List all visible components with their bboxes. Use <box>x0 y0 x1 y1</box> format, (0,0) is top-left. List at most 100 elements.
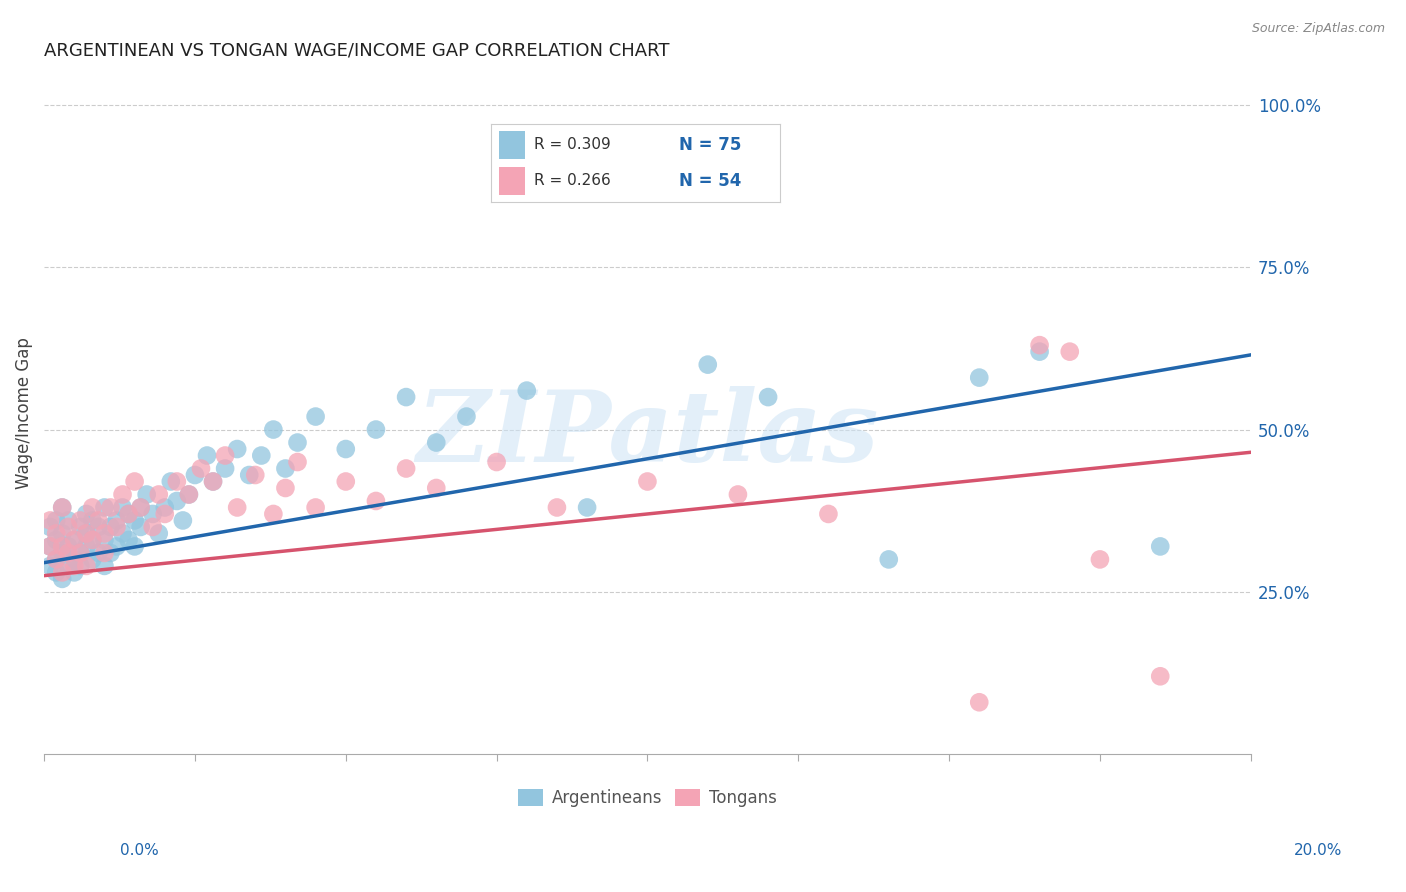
Argentineans <box>117 533 139 547</box>
Text: Source: ZipAtlas.com: Source: ZipAtlas.com <box>1251 22 1385 36</box>
Tongans <box>111 487 134 501</box>
Argentineans <box>129 520 152 534</box>
Tongans <box>395 461 418 475</box>
Argentineans <box>45 513 67 527</box>
Argentineans <box>117 507 139 521</box>
Argentineans <box>135 487 157 501</box>
Tongans <box>262 507 284 521</box>
Tongans <box>177 487 200 501</box>
Tongans <box>636 475 658 489</box>
Tongans <box>817 507 839 521</box>
Argentineans <box>69 546 91 560</box>
Argentineans <box>184 468 207 483</box>
Tongans <box>51 540 73 554</box>
Argentineans <box>93 533 115 547</box>
Argentineans <box>111 500 134 515</box>
Tongans <box>93 526 115 541</box>
Argentineans <box>75 526 97 541</box>
Argentineans <box>63 533 86 547</box>
Tongans <box>202 475 225 489</box>
Argentineans <box>214 461 236 475</box>
Argentineans <box>364 423 387 437</box>
Argentineans <box>82 533 104 547</box>
Argentineans <box>58 558 80 573</box>
Tongans <box>967 695 990 709</box>
Argentineans <box>63 566 86 580</box>
Argentineans <box>177 487 200 501</box>
Argentineans <box>39 558 62 573</box>
Tongans <box>166 475 188 489</box>
Tongans <box>63 558 86 573</box>
Argentineans <box>58 513 80 527</box>
Argentineans <box>75 540 97 554</box>
Tongans <box>105 520 128 534</box>
Tongans <box>1028 338 1050 352</box>
Argentineans <box>195 449 218 463</box>
Argentineans <box>111 526 134 541</box>
Argentineans <box>105 540 128 554</box>
Argentineans <box>756 390 779 404</box>
Tongans <box>51 500 73 515</box>
Argentineans <box>456 409 478 424</box>
Tongans <box>58 546 80 560</box>
Tongans <box>75 558 97 573</box>
Argentineans <box>51 500 73 515</box>
Argentineans <box>58 540 80 554</box>
Tongans <box>153 507 176 521</box>
Tongans <box>425 481 447 495</box>
Text: ZIPatlas: ZIPatlas <box>416 385 879 482</box>
Tongans <box>245 468 267 483</box>
Argentineans <box>100 546 122 560</box>
Argentineans <box>63 552 86 566</box>
Argentineans <box>39 520 62 534</box>
Tongans <box>87 513 110 527</box>
Argentineans <box>45 552 67 566</box>
Tongans <box>82 500 104 515</box>
Tongans <box>727 487 749 501</box>
Text: 20.0%: 20.0% <box>1295 843 1343 858</box>
Argentineans <box>1149 540 1171 554</box>
Argentineans <box>576 500 599 515</box>
Tongans <box>39 513 62 527</box>
Argentineans <box>124 513 146 527</box>
Tongans <box>100 500 122 515</box>
Argentineans <box>93 500 115 515</box>
Argentineans <box>166 494 188 508</box>
Text: ARGENTINEAN VS TONGAN WAGE/INCOME GAP CORRELATION CHART: ARGENTINEAN VS TONGAN WAGE/INCOME GAP CO… <box>44 42 669 60</box>
Argentineans <box>153 500 176 515</box>
Argentineans <box>51 546 73 560</box>
Tongans <box>69 546 91 560</box>
Tongans <box>190 461 212 475</box>
Argentineans <box>226 442 249 456</box>
Argentineans <box>93 558 115 573</box>
Tongans <box>142 520 165 534</box>
Tongans <box>129 500 152 515</box>
Argentineans <box>51 526 73 541</box>
Argentineans <box>250 449 273 463</box>
Text: 0.0%: 0.0% <box>120 843 159 858</box>
Tongans <box>485 455 508 469</box>
Argentineans <box>105 513 128 527</box>
Argentineans <box>696 358 718 372</box>
Tongans <box>63 533 86 547</box>
Tongans <box>335 475 357 489</box>
Tongans <box>124 475 146 489</box>
Argentineans <box>51 572 73 586</box>
Tongans <box>93 546 115 560</box>
Tongans <box>75 526 97 541</box>
Argentineans <box>142 507 165 521</box>
Argentineans <box>100 520 122 534</box>
Argentineans <box>877 552 900 566</box>
Argentineans <box>124 540 146 554</box>
Argentineans <box>172 513 194 527</box>
Argentineans <box>75 507 97 521</box>
Tongans <box>1059 344 1081 359</box>
Argentineans <box>395 390 418 404</box>
Tongans <box>287 455 309 469</box>
Tongans <box>45 526 67 541</box>
Argentineans <box>287 435 309 450</box>
Argentineans <box>69 520 91 534</box>
Argentineans <box>45 533 67 547</box>
Argentineans <box>87 546 110 560</box>
Tongans <box>364 494 387 508</box>
